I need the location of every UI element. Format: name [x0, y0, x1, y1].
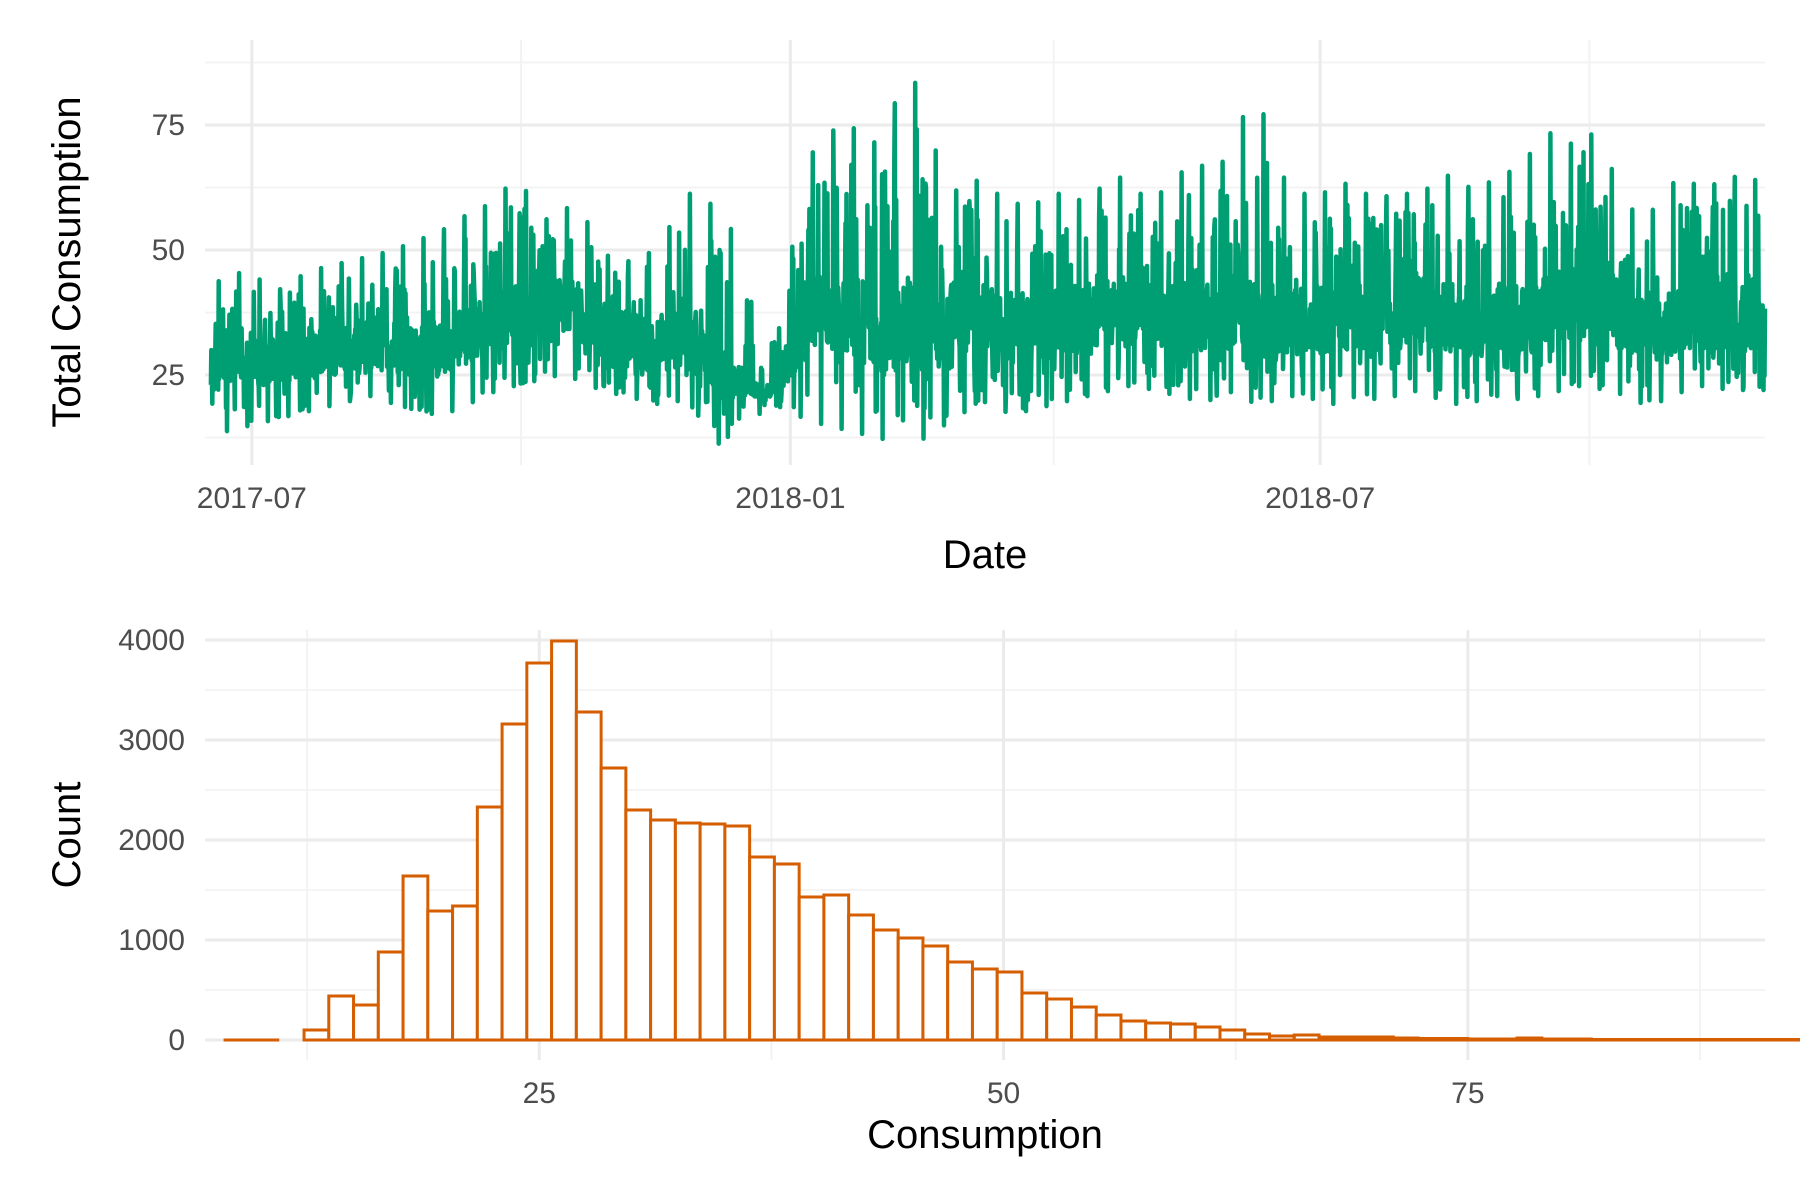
line-series	[208, 80, 1768, 446]
histogram-bar	[1218, 1028, 1247, 1042]
histogram-bar	[1144, 1021, 1172, 1042]
histogram-bar	[748, 855, 776, 1042]
histogram-bar	[1342, 1035, 1371, 1042]
y-tick-label: 3000	[118, 724, 185, 757]
histogram-bar	[1713, 1038, 1742, 1042]
histogram-bar	[352, 1003, 380, 1042]
histogram-bar	[1094, 1013, 1123, 1042]
histogram-panel-x-axis-title: Consumption	[867, 1113, 1103, 1157]
histogram-bar	[921, 944, 950, 1042]
histogram-bar	[1466, 1037, 1494, 1042]
histogram-bar	[723, 824, 752, 1042]
histogram-bar	[698, 822, 727, 1042]
line-panel-y-ticks: 25 50 75	[152, 109, 185, 392]
histogram-bar	[599, 766, 628, 1042]
x-tick-label: 75	[1451, 1077, 1484, 1110]
histogram-bar	[1119, 1019, 1148, 1042]
histogram-bar	[896, 936, 925, 1042]
y-tick-label: 25	[152, 359, 185, 392]
histogram-bar	[426, 909, 455, 1042]
histogram-panel-y-axis-title: Count	[45, 782, 89, 889]
histogram-bar	[1738, 1038, 1767, 1042]
histogram-bar	[1589, 1038, 1618, 1042]
histogram-bar	[1367, 1035, 1395, 1042]
histogram-bar	[1391, 1036, 1420, 1042]
histogram-bar	[1565, 1037, 1593, 1042]
histogram-bar	[475, 805, 504, 1042]
histogram-bar	[1441, 1037, 1470, 1042]
histogram-bar	[525, 661, 554, 1042]
histogram-bar	[574, 710, 603, 1042]
histogram-panel-y-ticks: 0 1000 2000 3000 4000	[118, 624, 185, 1057]
x-tick-label: 2017-07	[197, 482, 307, 515]
y-tick-label: 75	[152, 109, 185, 142]
consumption-line	[208, 80, 1768, 446]
x-tick-label: 2018-07	[1265, 482, 1375, 515]
histogram-bar	[649, 818, 677, 1042]
y-tick-label: 1000	[118, 924, 185, 957]
histogram-panel-x-ticks: 25 50 75	[523, 1077, 1485, 1110]
histogram-bar	[970, 967, 999, 1042]
histogram-bar	[1787, 1038, 1800, 1042]
histogram-bar	[1763, 1038, 1791, 1042]
histogram-bar	[946, 960, 974, 1042]
histogram-bar	[1416, 1037, 1445, 1042]
histogram-bar	[1168, 1022, 1197, 1042]
histogram-bars	[223, 639, 1800, 1042]
y-tick-label: 0	[168, 1024, 185, 1057]
histogram-bar	[995, 970, 1024, 1042]
histogram-bar	[1688, 1038, 1717, 1042]
histogram-bar	[550, 639, 578, 1042]
histogram-panel: 25 50 75 0 1000 2000 3000 4000 Consumption Cou…	[45, 624, 1800, 1157]
histogram-bar	[1614, 1038, 1643, 1042]
line-panel-y-axis-title: Total Consumption	[45, 96, 89, 427]
line-panel: 2017-07 2018-01 2018-07 25 50 75 Date Total …	[45, 40, 1768, 577]
y-tick-label: 2000	[118, 824, 185, 857]
x-tick-label: 25	[523, 1077, 556, 1110]
histogram-bar	[624, 808, 653, 1042]
histogram-bar	[1292, 1033, 1321, 1042]
histogram-bar	[1540, 1037, 1569, 1042]
histogram-bar	[822, 893, 851, 1042]
histogram-bar	[376, 950, 405, 1042]
histogram-bar	[673, 821, 702, 1042]
histogram-bar	[847, 913, 875, 1042]
histogram-bar	[500, 722, 529, 1042]
histogram-bar	[1639, 1038, 1668, 1042]
histogram-bar	[1490, 1037, 1519, 1042]
histogram-bar	[1020, 991, 1049, 1042]
histogram-bar	[797, 895, 826, 1042]
histogram-bar	[871, 928, 900, 1042]
histogram-bar	[1317, 1035, 1346, 1042]
histogram-bar	[1268, 1034, 1296, 1042]
histogram-bar	[1193, 1025, 1222, 1042]
histogram-bar	[772, 862, 801, 1042]
y-tick-label: 50	[152, 234, 185, 267]
line-panel-x-axis-title: Date	[943, 533, 1028, 577]
histogram-bar	[1243, 1032, 1272, 1042]
line-panel-x-ticks: 2017-07 2018-01 2018-07	[197, 482, 1375, 515]
histogram-bar	[1069, 1005, 1098, 1042]
y-tick-label: 4000	[118, 624, 185, 657]
histogram-bar	[1664, 1038, 1692, 1042]
histogram-bar	[302, 1028, 331, 1042]
histogram-bar	[401, 874, 430, 1042]
histogram-bar	[1515, 1036, 1544, 1042]
x-tick-label: 50	[987, 1077, 1020, 1110]
x-tick-label: 2018-01	[735, 482, 845, 515]
histogram-bar	[327, 994, 356, 1042]
histogram-bar	[451, 904, 479, 1042]
histogram-bar	[1045, 997, 1073, 1042]
